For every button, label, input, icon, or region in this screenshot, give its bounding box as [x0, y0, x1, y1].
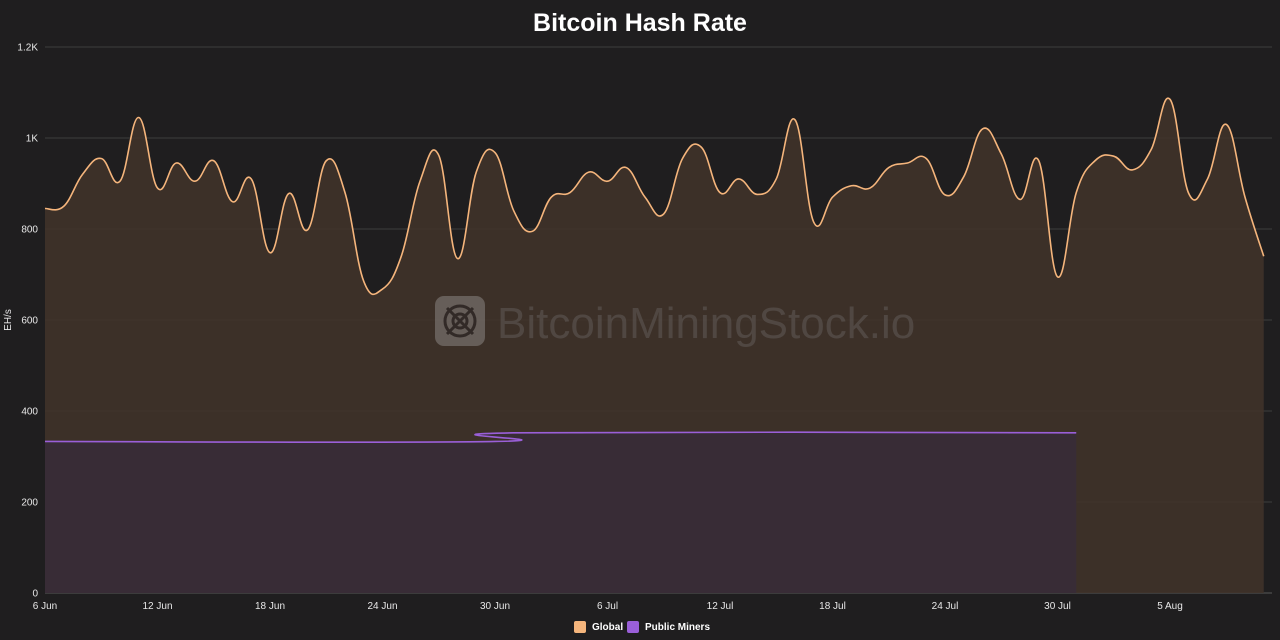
series-lines	[44, 97, 1265, 444]
y-tick-label: 400	[21, 407, 38, 418]
x-tick-label: 18 Jul	[819, 601, 846, 612]
x-tick-label: 12 Jul	[707, 601, 734, 612]
area-public-miners	[45, 432, 1077, 593]
x-tick-label: 24 Jun	[367, 601, 397, 612]
x-tick-label: 18 Jun	[255, 601, 285, 612]
y-tick-label: 800	[21, 225, 38, 236]
watermark: BitcoinMiningStock.io	[435, 296, 915, 348]
y-tick-label: 1.2K	[17, 43, 38, 54]
legend-item-global[interactable]: Global	[574, 621, 623, 633]
x-tick-label: 5 Aug	[1157, 601, 1183, 612]
watermark-logo-icon	[435, 296, 485, 346]
x-tick-label: 6 Jul	[597, 601, 618, 612]
y-tick-label: 600	[21, 316, 38, 327]
axis-ticks: 0 200 400 600 800 1K 1.2K 6 Jun 12 Jun 18 Jun 24 J…	[17, 43, 1182, 613]
x-tick-label: 6 Jun	[33, 601, 57, 612]
legend-label-public-miners: Public Miners	[645, 622, 710, 633]
watermark-text: BitcoinMiningStock.io	[497, 299, 915, 348]
series-areas	[45, 98, 1264, 593]
line-global	[44, 97, 1265, 296]
legend-swatch-public-miners	[627, 621, 639, 633]
legend: Global Public Miners	[574, 621, 710, 633]
y-tick-label: 200	[21, 498, 38, 509]
legend-swatch-global	[574, 621, 586, 633]
x-tick-label: 12 Jun	[142, 601, 172, 612]
y-tick-label: 1K	[26, 134, 39, 145]
line-public-miners	[44, 431, 1077, 444]
legend-label-global: Global	[592, 622, 623, 633]
x-tick-label: 30 Jun	[480, 601, 510, 612]
y-tick-label: 0	[32, 589, 38, 600]
legend-item-public-miners[interactable]: Public Miners	[627, 621, 710, 633]
y-axis-label: EH/s	[3, 309, 14, 331]
x-tick-label: 30 Jul	[1044, 601, 1071, 612]
x-tick-label: 24 Jul	[932, 601, 959, 612]
chart-title: Bitcoin Hash Rate	[533, 9, 747, 37]
